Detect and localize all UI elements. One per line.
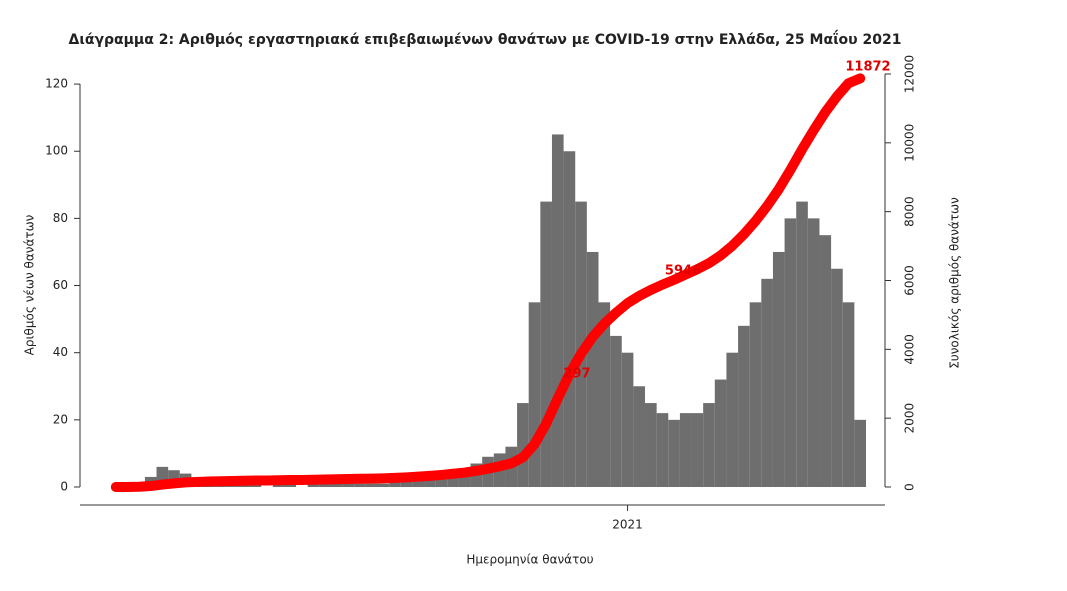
annotation: 5946 xyxy=(665,264,701,279)
chart-title: Διάγραμμα 2: Αριθμός εργαστηριακά επιβεβ… xyxy=(69,30,902,48)
bar xyxy=(819,235,832,487)
bar xyxy=(714,379,727,487)
x-tick-label: 2021 xyxy=(612,518,643,532)
bar xyxy=(842,302,855,487)
y-axis-label: Αριθμός νέων θανάτων xyxy=(23,214,37,355)
bar xyxy=(412,476,425,487)
bar xyxy=(284,483,297,487)
bar xyxy=(610,335,622,487)
bar xyxy=(575,201,587,487)
bar xyxy=(342,483,355,487)
bar xyxy=(156,466,169,487)
bar xyxy=(772,251,785,487)
bar xyxy=(272,483,285,487)
bar xyxy=(365,483,378,487)
bar xyxy=(435,473,448,487)
bar xyxy=(691,413,704,487)
y2-tick-label: 12000 xyxy=(903,55,917,93)
bar xyxy=(319,483,331,487)
bar xyxy=(807,218,820,487)
bar xyxy=(354,483,366,487)
bar xyxy=(796,201,808,487)
bar xyxy=(563,151,576,487)
bar xyxy=(540,201,552,487)
bar xyxy=(738,325,750,487)
y2-tick-label: 6000 xyxy=(903,265,917,296)
bar xyxy=(668,419,680,487)
bar xyxy=(831,268,843,487)
bar xyxy=(656,413,669,487)
bar xyxy=(528,302,541,487)
y-tick-label: 40 xyxy=(53,345,68,359)
y2-tick-label: 4000 xyxy=(903,334,917,365)
bar xyxy=(726,352,739,487)
x-axis-label: Ημερομηνία θανάτου xyxy=(466,553,593,567)
y-tick-label: 120 xyxy=(45,77,68,91)
y2-tick-label: 0 xyxy=(903,483,917,491)
bar xyxy=(517,403,529,487)
bar xyxy=(377,483,390,487)
bar xyxy=(784,218,797,487)
bar xyxy=(679,413,692,487)
bar xyxy=(400,480,413,487)
y2-tick-label: 8000 xyxy=(903,196,917,227)
bar xyxy=(551,134,564,487)
bar xyxy=(621,352,634,487)
bar xyxy=(633,386,646,487)
bar xyxy=(424,476,436,487)
bar xyxy=(703,403,715,487)
y2-tick-label: 10000 xyxy=(903,124,917,162)
y-tick-label: 20 xyxy=(53,412,68,426)
y-tick-label: 0 xyxy=(60,480,68,494)
y2-tick-label: 2000 xyxy=(903,403,917,434)
annotation: 11872 xyxy=(845,60,890,75)
bar xyxy=(645,403,657,487)
bar xyxy=(586,251,599,487)
cumulative-line xyxy=(110,73,866,492)
bar xyxy=(307,483,320,487)
bar xyxy=(389,480,401,487)
bar xyxy=(330,483,343,487)
bar xyxy=(458,470,471,487)
y2-axis-label: Συνολικός αριθμός θανάτων xyxy=(948,197,962,369)
y-tick-label: 80 xyxy=(53,211,68,225)
bar xyxy=(854,419,866,487)
y-tick-label: 100 xyxy=(45,144,68,158)
annotation: 297 xyxy=(563,367,590,382)
bar xyxy=(749,302,762,487)
bar xyxy=(761,278,773,487)
bar xyxy=(598,302,611,487)
y-tick-label: 60 xyxy=(53,278,68,292)
